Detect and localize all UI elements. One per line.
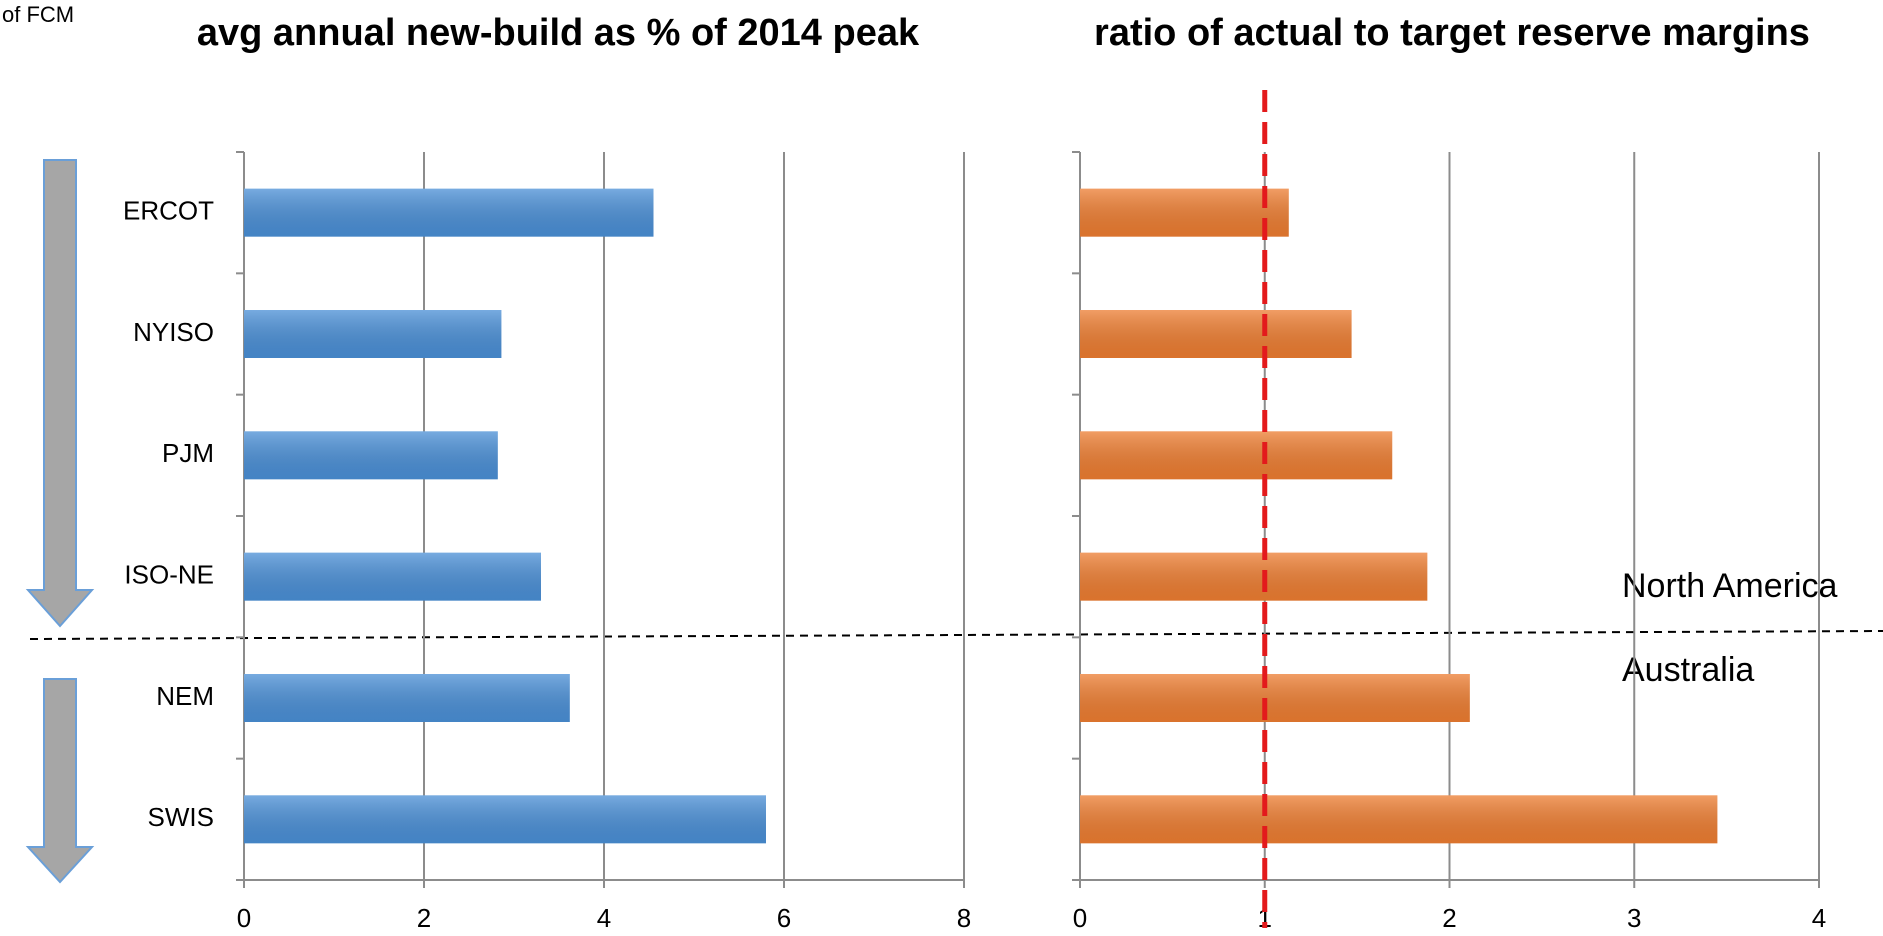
x-tick-label: 3 bbox=[1627, 903, 1641, 933]
bar-shade bbox=[244, 795, 766, 844]
bar-shade bbox=[244, 552, 541, 601]
y-tick-label: NYISO bbox=[133, 317, 214, 347]
x-tick-label: 0 bbox=[237, 903, 251, 933]
chart-title: ratio of actual to target reserve margin… bbox=[1094, 12, 1810, 54]
x-tick-label: 2 bbox=[1442, 903, 1456, 933]
y-tick-label: SWIS bbox=[148, 802, 214, 832]
x-tick-label: 4 bbox=[1812, 903, 1826, 933]
bar-shade bbox=[1080, 552, 1428, 601]
x-tick-label: 4 bbox=[597, 903, 611, 933]
x-tick-label: 6 bbox=[777, 903, 791, 933]
y-tick-label: ISO-NE bbox=[124, 560, 214, 590]
chart-title: avg annual new-build as % of 2014 peak bbox=[196, 12, 920, 54]
bar-shade bbox=[1080, 310, 1352, 358]
divider bbox=[29, 630, 1883, 640]
x-tick-label: 8 bbox=[957, 903, 971, 933]
y-tick-label: ERCOT bbox=[123, 196, 214, 226]
annotation: of FCM bbox=[2, 2, 74, 27]
bar-shade bbox=[244, 310, 502, 358]
arrow bbox=[25, 159, 95, 628]
arrow bbox=[25, 678, 95, 884]
x-tick-label: 2 bbox=[417, 903, 431, 933]
x-tick-label: 1 bbox=[1258, 903, 1272, 933]
x-tick-label: 0 bbox=[1073, 903, 1087, 933]
annotation: Australia bbox=[1622, 651, 1754, 689]
annotation: North America bbox=[1622, 567, 1837, 605]
bar-shade bbox=[244, 431, 498, 480]
bar-shade bbox=[1080, 674, 1470, 722]
bar-shade bbox=[244, 188, 654, 237]
y-tick-label: PJM bbox=[162, 438, 214, 468]
bar-shade bbox=[1080, 795, 1718, 844]
bar-shade bbox=[244, 674, 570, 722]
bar-shade bbox=[1080, 188, 1289, 237]
y-tick-label: NEM bbox=[156, 681, 214, 711]
bar-shade bbox=[1080, 431, 1393, 480]
